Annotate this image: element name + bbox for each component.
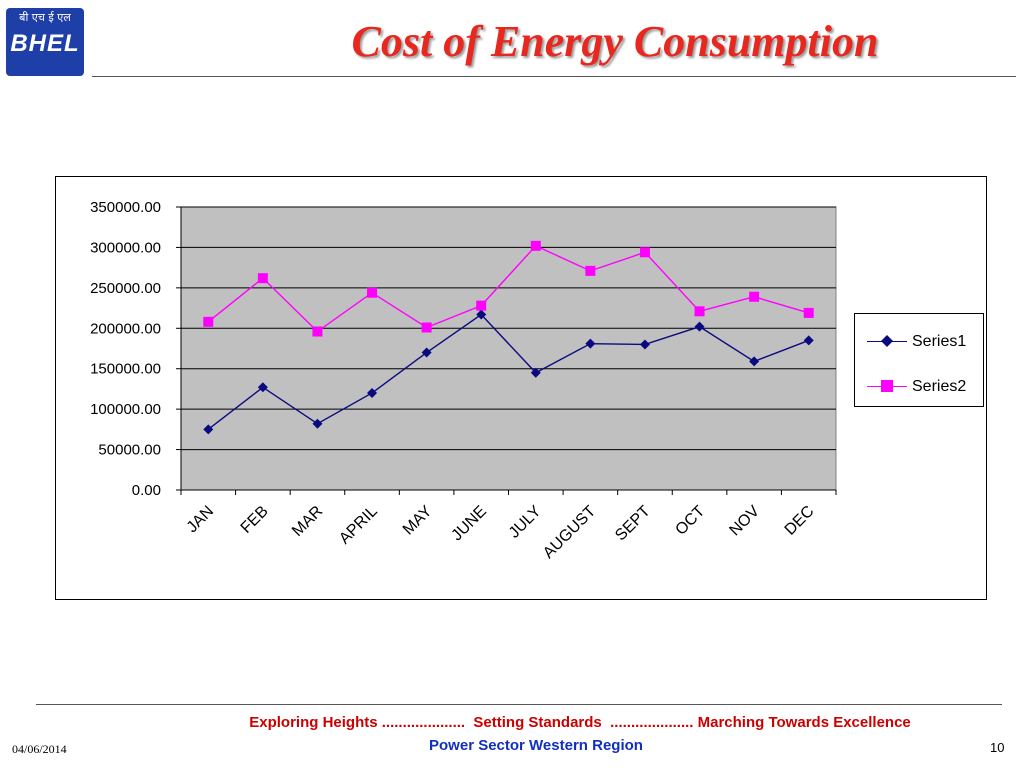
page-number: 10 [990,740,1005,755]
legend-diamond-marker [881,335,893,347]
logo-mark-text: BHEL [10,30,80,57]
series-line-series1 [207,313,809,430]
series2-point [203,316,214,327]
series1-point [585,338,596,349]
legend-label-series2: Series2 [912,378,967,395]
series2-point [312,326,323,337]
y-tick-label: 300000.00 [90,239,161,256]
series2-point [639,247,650,258]
x-tick-label: NOV [726,503,763,540]
series2-point [585,265,596,276]
series2-point [694,306,705,317]
series2-point [530,240,541,251]
series1-point [257,382,268,393]
x-tick-label: MAR [289,503,326,540]
legend-item-series2: Series2 [855,377,983,397]
title-divider [92,76,1016,77]
series2-point [749,291,760,302]
series2-point [421,322,432,333]
series2-point [476,300,487,311]
series2-point [257,273,268,284]
footer-region: Power Sector Western Region [429,737,643,754]
series-line-series2 [207,244,809,333]
y-tick-label: 100000.00 [90,401,161,418]
series1-point [203,424,214,435]
y-tick-label: 350000.00 [90,199,161,216]
series1-point [312,418,323,429]
x-tick-label: JULY [506,503,545,542]
series1-point [639,339,650,350]
legend-square-marker [881,380,893,392]
footer-divider [36,704,1002,705]
legend-item-series1: Series1 [855,332,983,352]
series1-point [530,367,541,378]
series2-point [803,307,814,318]
x-tick-label: JAN [184,503,217,536]
slide-date: 04/06/2014 [12,742,67,756]
x-tick-label: OCT [672,503,708,539]
x-tick-label: JUNE [448,503,490,545]
logo-hindi-text: बी एच ई एल [19,11,71,24]
series1-point [476,309,487,320]
y-tick-label: 200000.00 [90,320,161,337]
series1-point [421,347,432,358]
slide-title: Cost of Energy Consumption [351,17,879,66]
x-tick-label: APRIL [336,503,381,548]
chart-legend: Series1 Series2 [854,313,984,407]
series2-point [367,287,378,298]
bhel-logo: बी एच ई एल BHEL [6,8,84,76]
y-tick-label: 0.00 [132,482,161,499]
legend-label-series1: Series1 [912,333,967,350]
y-tick-label: 50000.00 [98,442,161,459]
line-chart: 350000.00 300000.00 250000.00 200000.00 1500… [90,199,837,562]
series1-point [749,356,760,367]
x-tick-label: SEPT [612,503,654,545]
chart-frame: 350000.00 300000.00 250000.00 200000.00 1500… [55,176,987,600]
series1-point [694,321,705,332]
footer-tagline: Exploring Heights .................... S… [249,714,911,731]
series1-point [803,335,814,346]
x-tick-label: FEB [238,503,272,537]
plot-area [180,206,837,491]
x-tick-label: DEC [782,503,818,539]
y-tick-label: 250000.00 [90,280,161,297]
x-tick-label: MAY [400,503,436,539]
x-tick-label: AUGUST [540,503,599,562]
series1-point [367,387,378,398]
y-tick-label: 150000.00 [90,361,161,378]
